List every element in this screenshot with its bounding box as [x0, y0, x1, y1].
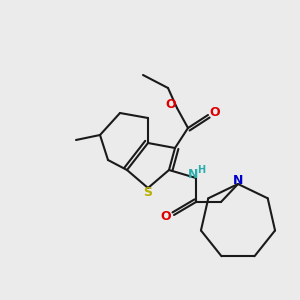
Text: N: N	[188, 167, 198, 181]
Text: O: O	[161, 211, 171, 224]
Text: H: H	[197, 165, 205, 175]
Text: O: O	[210, 106, 220, 119]
Text: N: N	[233, 173, 243, 187]
Text: O: O	[166, 98, 176, 110]
Text: S: S	[143, 185, 152, 199]
